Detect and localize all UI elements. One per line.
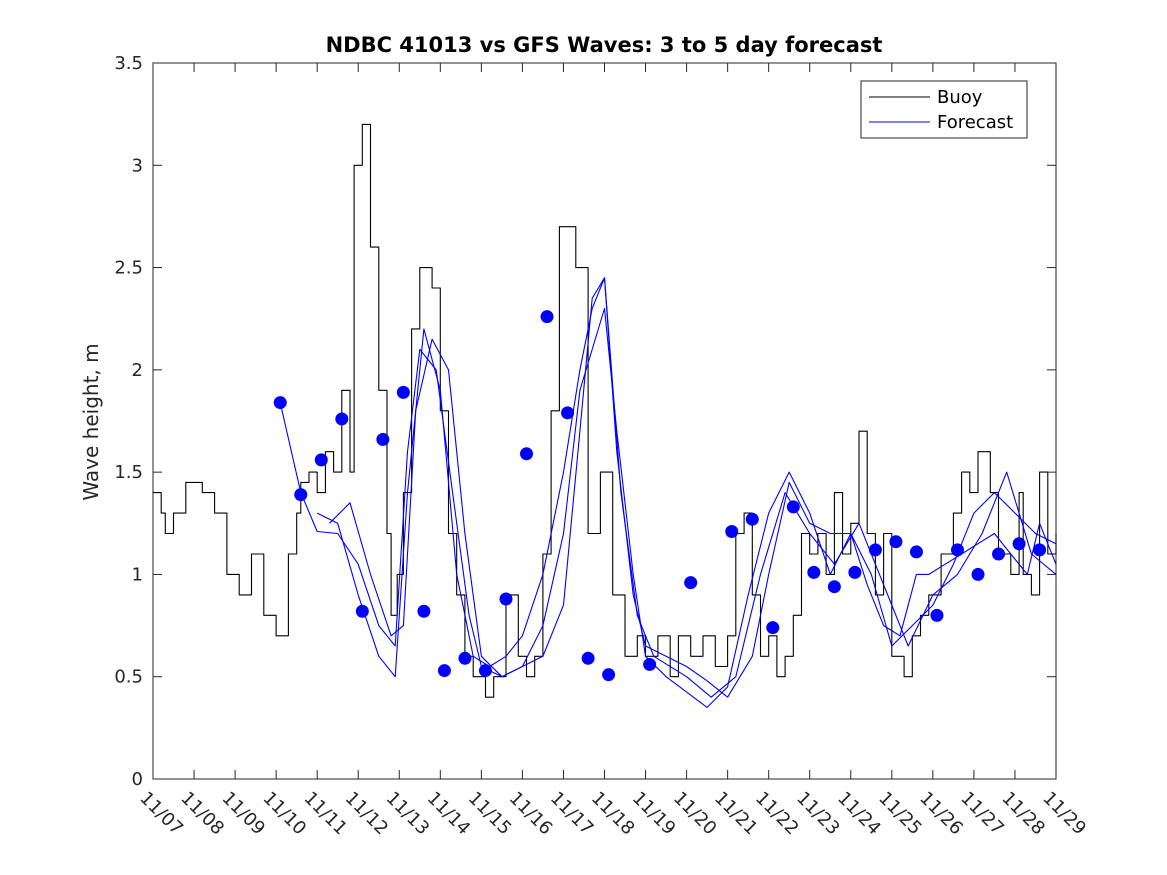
series-forecast-line [329,307,1057,708]
forecast-marker [971,567,985,581]
y-tick-label: 0.5 [114,667,143,688]
forecast-marker [950,543,964,557]
forecast-marker [725,524,739,538]
forecast-marker [540,310,554,324]
y-tick-label: 2 [132,360,143,381]
y-tick-label: 3.5 [114,53,143,74]
forecast-marker [786,500,800,514]
forecast-marker [335,412,349,426]
forecast-marker [520,447,534,461]
forecast-marker [376,432,390,446]
legend-box [860,80,1028,139]
forecast-marker [478,664,492,678]
forecast-marker [1012,537,1026,551]
y-tick-label: 1 [132,564,143,585]
forecast-marker [643,657,657,671]
forecast-marker [458,651,472,665]
forecast-marker [868,543,882,557]
series-layer [153,123,1057,708]
y-tick-label: 0 [132,769,143,790]
series-buoy-line [153,123,1057,698]
forecast-marker [294,488,308,502]
plot-area-box [152,62,1057,780]
forecast-marker [602,668,616,682]
forecast-marker [581,651,595,665]
forecast-marker [561,406,575,420]
forecast-marker [314,453,328,467]
forecast-marker [396,385,410,399]
forecast-marker [417,604,431,618]
series-forecast-line [316,277,1057,698]
legend: Buoy Forecast [860,80,1028,139]
y-tick-label: 2.5 [114,258,143,279]
chart-title: NDBC 41013 vs GFS Waves: 3 to 5 day fore… [326,33,883,57]
forecast-marker [355,604,369,618]
forecast-marker [807,565,821,579]
forecast-marker [1033,543,1047,557]
forecast-marker [499,592,513,606]
forecast-marker [909,545,923,559]
forecast-marker [889,535,903,549]
forecast-marker [992,547,1006,561]
forecast-marker [766,621,780,635]
forecast-marker [848,565,862,579]
forecast-marker [684,576,698,590]
legend-forecast-label: Forecast [937,112,1013,133]
series-forecast-line [279,277,1057,698]
y-axis-label: Wave height, m [79,343,103,500]
y-tick-label: 3 [132,155,143,176]
forecast-marker [745,512,759,526]
forecast-marker [273,396,287,410]
forecast-marker [437,664,451,678]
forecast-marker [827,580,841,594]
forecast-marker [930,608,944,622]
axes-layer: 00.511.522.533.511/0711/0811/0911/1011/1… [114,53,1090,839]
marker-layer [273,310,1047,682]
legend-buoy-label: Buoy [937,87,983,108]
y-tick-label: 1.5 [114,462,143,483]
